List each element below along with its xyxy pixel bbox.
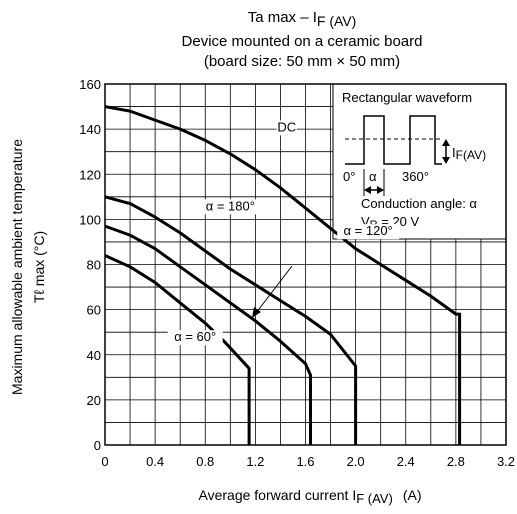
alpha-120-pointer-head [252, 307, 261, 318]
x-tick-label: 2.4 [397, 454, 415, 469]
inset-box [332, 83, 507, 240]
series-line-3 [104, 254, 251, 445]
y-tick-label: 20 [87, 393, 101, 408]
y-tick-label: 160 [79, 77, 101, 92]
chart-title-line1: Ta max – IF (AV) [248, 9, 357, 29]
curve-label-bg [167, 330, 223, 346]
curve-label-bg [199, 199, 262, 215]
y-tick-label: 140 [79, 122, 101, 137]
y-tick-label: 100 [79, 212, 101, 227]
series-line-0 [104, 105, 462, 445]
inset-title: Rectangular waveform [342, 90, 472, 105]
y-tick-label: 40 [87, 348, 101, 363]
x-tick-label: 0.8 [196, 454, 214, 469]
curve-label-bg [276, 120, 297, 136]
y-axis-label: Maximum allowable ambient temperature [9, 139, 25, 395]
if-arrow-head-down [442, 157, 450, 164]
if-arrow-head-up [442, 139, 450, 146]
chart-title-line3: (board size: 50 mm × 50 mm) [204, 53, 400, 70]
x-tick-label: 2.0 [347, 454, 365, 469]
x-tick-label: 3.2 [497, 454, 515, 469]
waveform-pulse [345, 115, 442, 165]
curves [104, 105, 462, 445]
tick-labels: 0 0.4 0.8 1.2 1.6 2.0 2.4 2.8 3.2 0 20 40 60 80 100 120… [79, 77, 515, 469]
conduction-angle-label: Conduction angle: α [361, 196, 477, 211]
alpha-120-pointer [255, 265, 293, 314]
x-tick-label: 1.2 [246, 454, 264, 469]
y-tick-label: 0 [94, 438, 101, 453]
curve-label-3: α = 60° [174, 329, 216, 344]
plot-frame [104, 83, 507, 446]
waveform-inset: Rectangular waveform IF(AV) 0° α 360° Co… [332, 83, 507, 240]
angle-zero-label: 0° [343, 169, 355, 184]
x-tick-label: 0.4 [146, 454, 164, 469]
y-tick-label: 120 [79, 167, 101, 182]
alpha-arrow-head-left [364, 186, 371, 194]
chart-title-line2: Device mounted on a ceramic board [182, 33, 423, 50]
x-tick-label: 2.8 [447, 454, 465, 469]
y-axis-label-unit: Tℓ max (°C) [31, 231, 47, 303]
series-line-1 [104, 195, 358, 445]
series-line-2 [104, 224, 312, 445]
if-label: IF(AV) [452, 145, 486, 162]
curve-label-1: α = 180° [206, 198, 255, 213]
y-tick-label: 80 [87, 258, 101, 273]
alpha-arrow-head-right [377, 186, 384, 194]
curve-label-bg [337, 224, 400, 240]
grid [105, 84, 506, 445]
x-axis-label: Average forward current IF (AV) (A) [199, 487, 422, 506]
x-tick-label: 1.6 [296, 454, 314, 469]
curve-label-0: DC [277, 119, 296, 134]
curve-label-2: α = 120° [344, 223, 393, 238]
curve-labels: DC α = 180° α = 120° α = 60° [167, 119, 400, 346]
alpha-label: α [369, 169, 377, 184]
x-tick-label: 0 [101, 454, 108, 469]
y-tick-label: 60 [87, 303, 101, 318]
angle-360-label: 360° [402, 169, 429, 184]
